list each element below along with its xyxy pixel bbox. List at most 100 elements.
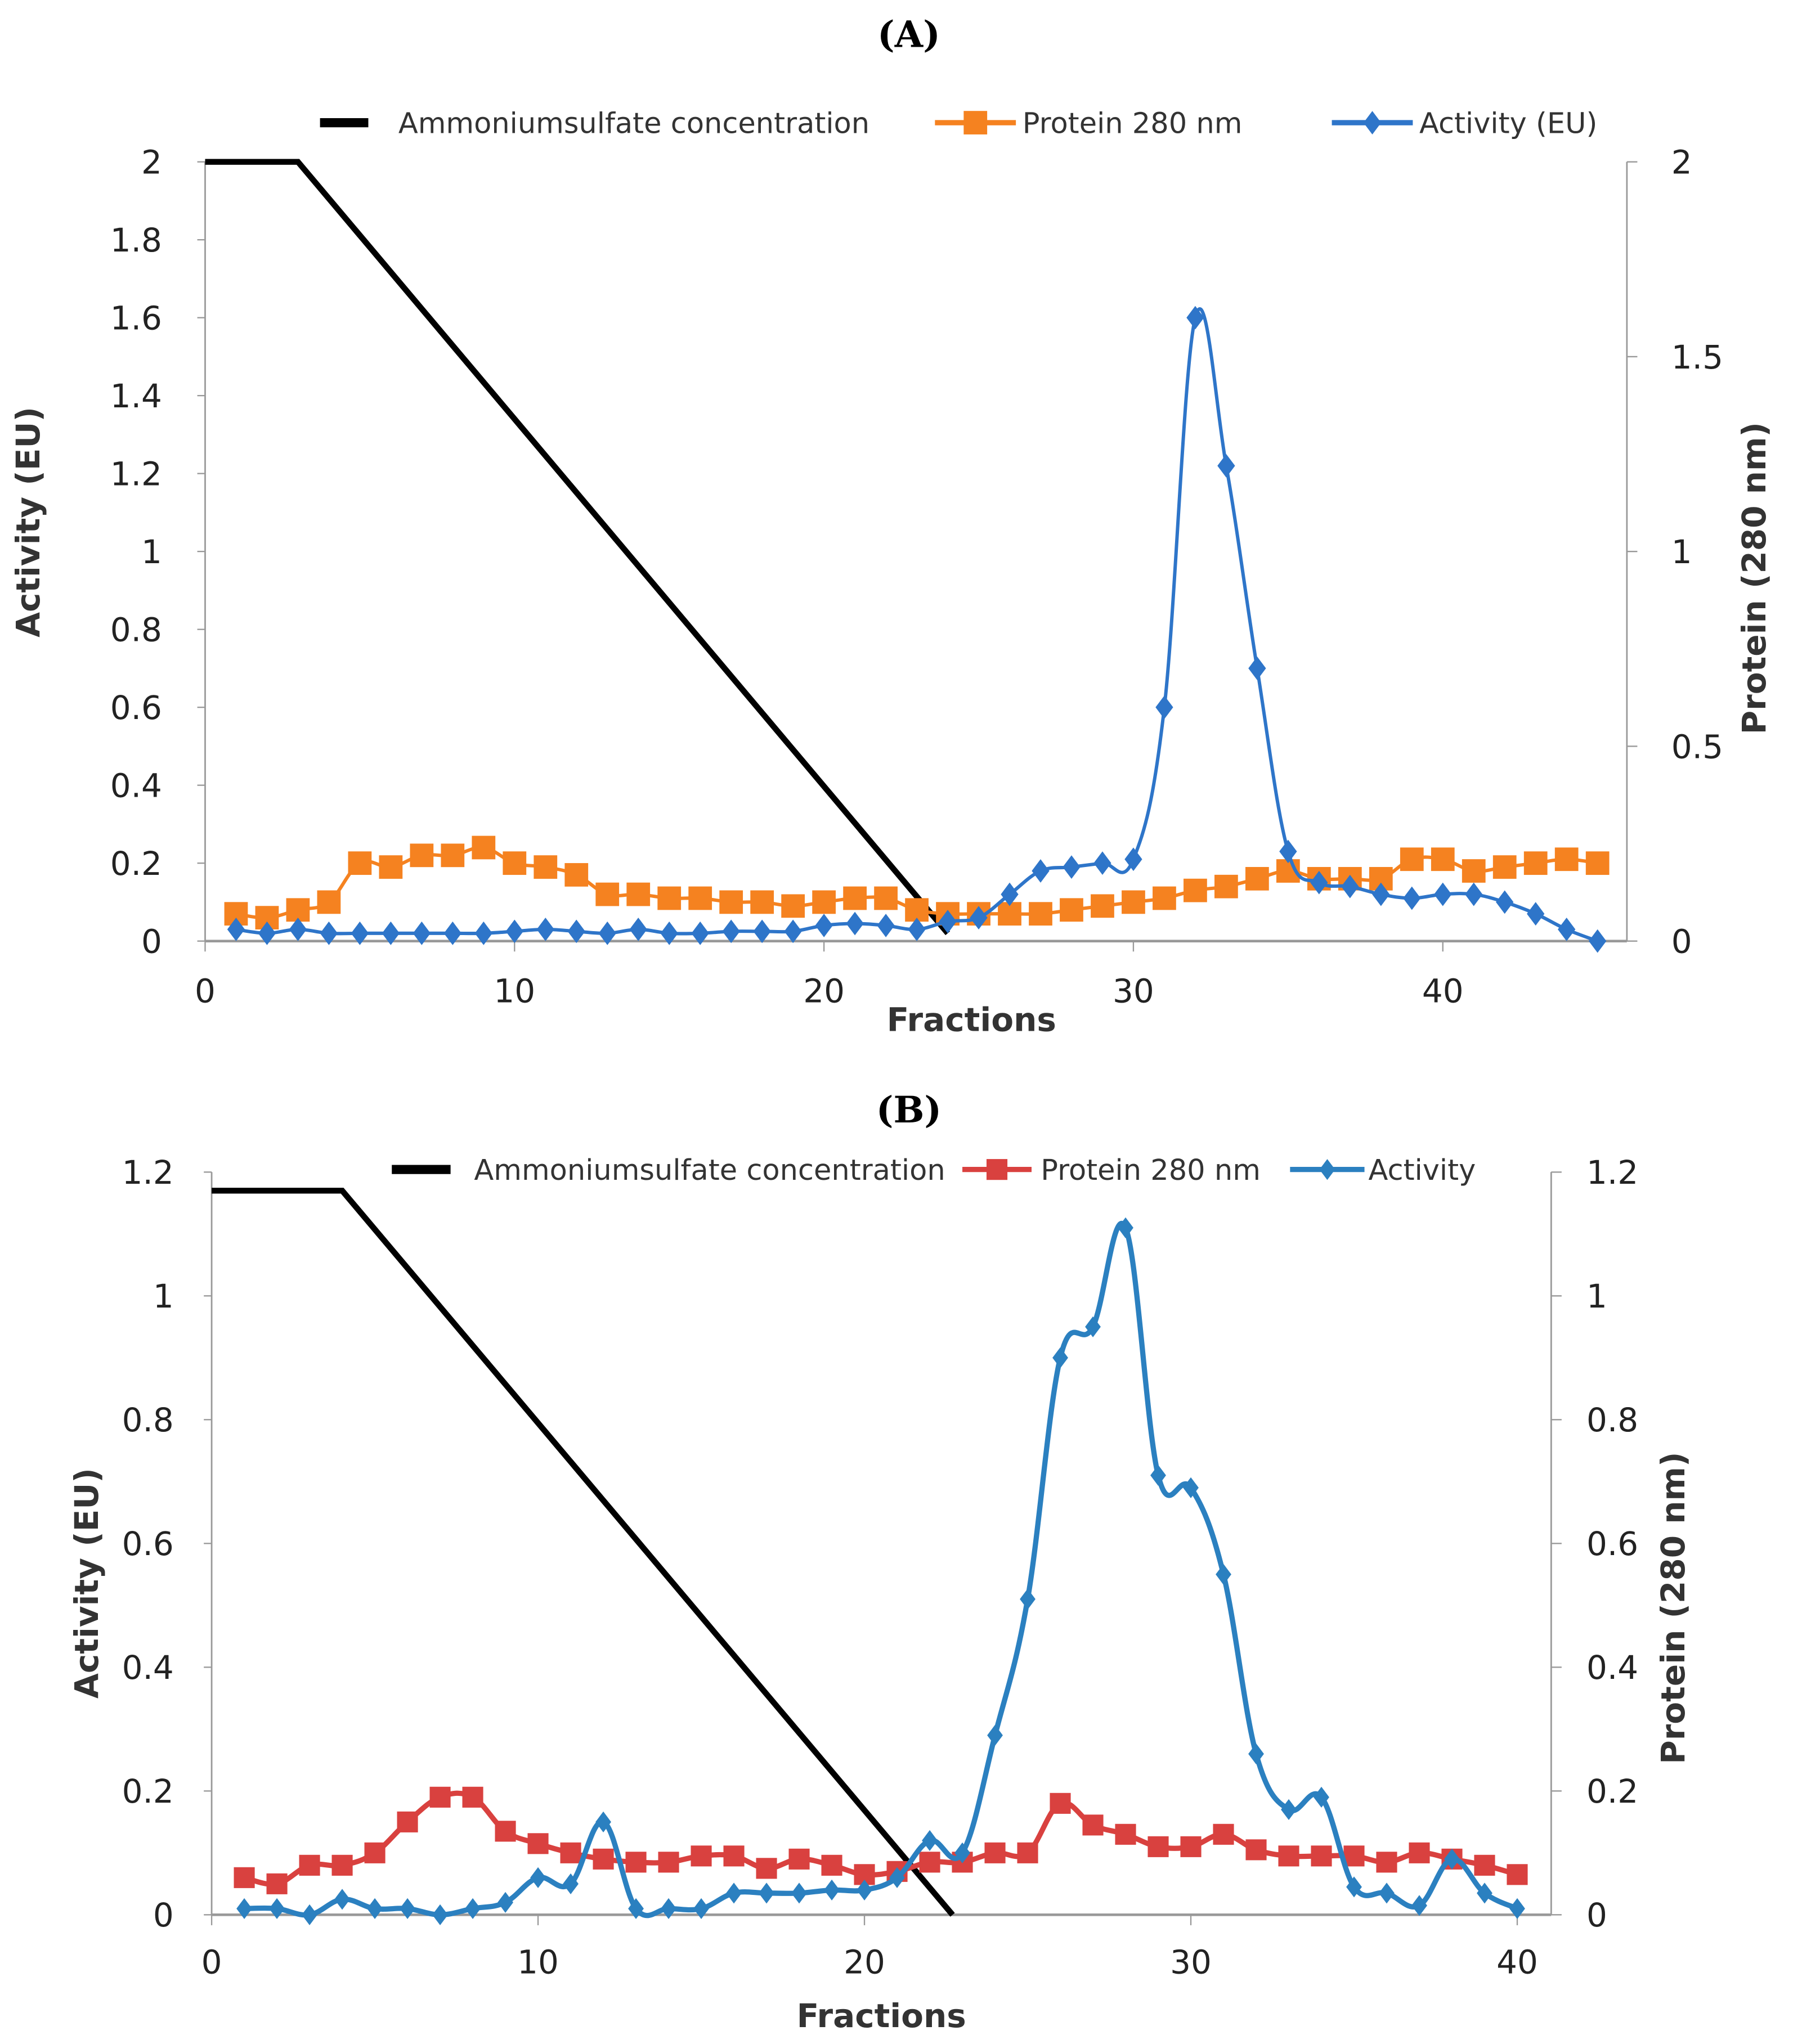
data-point <box>1245 1839 1267 1861</box>
data-point <box>497 1892 513 1913</box>
y2-tick-label: 0.4 <box>1586 1648 1638 1687</box>
data-point <box>987 1724 1003 1746</box>
data-point <box>441 843 465 868</box>
data-point <box>266 1873 288 1894</box>
x-tick-label: 40 <box>1422 972 1464 1010</box>
data-point <box>1462 859 1486 883</box>
series-protein-280-nm <box>234 1786 1528 1894</box>
data-point <box>1213 1823 1234 1845</box>
data-point <box>1314 1786 1329 1808</box>
data-point <box>1465 882 1483 906</box>
data-point <box>1150 1465 1166 1486</box>
data-point <box>821 1854 842 1876</box>
data-point <box>908 918 926 941</box>
data-point <box>843 886 867 910</box>
data-point <box>1060 898 1083 922</box>
data-point <box>750 890 774 914</box>
series-protein-280-nm <box>224 835 1610 929</box>
y-tick-label: 1 <box>141 533 162 571</box>
x-tick-label: 40 <box>1496 1943 1538 1982</box>
data-point <box>1444 1848 1460 1870</box>
series-ammoniumsulfate-concentration <box>205 159 951 936</box>
x-tick-label: 10 <box>517 1943 559 1982</box>
legend-item: Protein 280 nm <box>962 1154 1261 1187</box>
series-line <box>236 307 1598 943</box>
data-point <box>1279 839 1297 864</box>
data-point <box>1431 847 1455 871</box>
data-point <box>317 890 341 914</box>
y-tick-label: 2 <box>141 143 162 182</box>
legend-marker <box>1319 1159 1335 1180</box>
data-point <box>331 1854 353 1876</box>
legend-label: Ammoniumsulfate concentration <box>398 107 869 141</box>
data-point <box>567 919 585 944</box>
data-point <box>1248 1743 1264 1764</box>
data-point <box>723 1845 745 1867</box>
data-point <box>1558 918 1576 941</box>
data-point <box>1214 874 1238 899</box>
data-point <box>658 1852 679 1873</box>
legend-item: Ammoniumsulfate concentration <box>320 107 869 141</box>
data-point <box>1311 1845 1332 1867</box>
chart-b: (B) 0 0.2 0.4 0.6 0.8 1 1.2 0 0.2 0.4 0.6 0.8 1 1.2 0 10… <box>68 1089 1692 2035</box>
data-point <box>289 918 307 941</box>
legend-label: Activity (EU) <box>1419 107 1597 141</box>
y2-axis-title: Protein (280 nm) <box>1735 422 1773 734</box>
data-point <box>1589 929 1607 953</box>
data-point <box>1400 847 1424 871</box>
data-point <box>753 919 771 944</box>
data-point <box>691 1845 712 1867</box>
data-point <box>1082 1814 1104 1836</box>
data-point <box>1496 890 1514 914</box>
data-point <box>598 921 616 945</box>
data-point <box>1063 855 1081 879</box>
data-point <box>1183 1477 1199 1498</box>
data-point <box>1017 1842 1038 1863</box>
data-point <box>563 1873 579 1894</box>
data-point <box>1434 882 1452 906</box>
series-activity <box>236 1217 1525 1925</box>
legend-label: Ammoniumsulfate concentration <box>474 1154 945 1187</box>
x-tick-label: 20 <box>844 1943 885 1982</box>
data-point <box>657 886 682 910</box>
data-point <box>530 1867 546 1888</box>
data-point <box>432 1904 448 1925</box>
data-point <box>1093 851 1111 875</box>
data-point <box>1281 1799 1297 1820</box>
data-point <box>756 1858 777 1879</box>
series-line <box>212 1188 955 1917</box>
data-point <box>1118 1217 1133 1238</box>
x-tick-label: 10 <box>494 972 535 1010</box>
data-point <box>919 1852 940 1873</box>
legend-label: Protein 280 nm <box>1023 107 1243 141</box>
data-point <box>348 851 372 875</box>
legend-item: Protein 280 nm <box>935 107 1242 141</box>
legend-marker <box>1363 111 1382 134</box>
data-point <box>815 914 833 937</box>
data-point <box>560 1842 581 1863</box>
data-point <box>1477 1883 1492 1904</box>
y2-tick-label: 0.5 <box>1671 727 1723 766</box>
data-point <box>1001 882 1019 906</box>
data-point <box>970 906 988 929</box>
panel-label: (A) <box>877 14 940 56</box>
data-point <box>874 886 898 910</box>
chart-a: (A)00.20.40.60.811.21.41.61.8200.511.520… <box>9 14 1773 1039</box>
data-point <box>503 851 527 875</box>
y2-tick-label: 0 <box>1671 923 1692 961</box>
data-point <box>984 1842 1006 1863</box>
data-point <box>1341 874 1359 899</box>
x-tick-label: 0 <box>201 1943 222 1982</box>
data-point <box>719 890 743 914</box>
legend-label: Protein 280 nm <box>1041 1154 1261 1187</box>
data-point <box>660 921 678 945</box>
data-point <box>788 1848 810 1870</box>
y-tick-label: 0.6 <box>110 689 162 727</box>
data-point <box>1411 1895 1427 1916</box>
data-point <box>1403 886 1421 910</box>
y-tick-label: 0 <box>141 923 162 961</box>
data-point <box>410 843 434 868</box>
data-point <box>302 1904 317 1925</box>
data-point <box>1372 882 1390 906</box>
